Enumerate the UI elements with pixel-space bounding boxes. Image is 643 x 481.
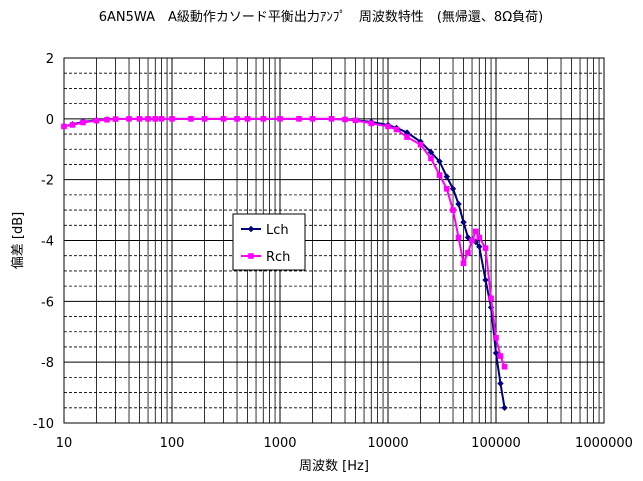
data-point-rch bbox=[244, 116, 251, 122]
data-point-rch bbox=[460, 260, 467, 267]
data-point-lch bbox=[427, 149, 435, 156]
data-point-rch bbox=[328, 116, 335, 122]
data-point-lch bbox=[497, 380, 504, 387]
data-point-rch bbox=[393, 126, 400, 133]
data-point-rch bbox=[368, 120, 375, 127]
data-point-lch bbox=[460, 219, 467, 226]
data-point-rch bbox=[455, 234, 462, 241]
x-tick-label: 1000 bbox=[263, 436, 296, 451]
data-point-rch bbox=[169, 116, 175, 122]
x-axis-ticks: 10 100 1000 10000 100000 1000000 bbox=[56, 436, 633, 451]
y-tick-label: 0 bbox=[46, 113, 54, 128]
data-point-lch bbox=[501, 404, 508, 411]
legend-label-lch: Lch bbox=[266, 223, 289, 238]
data-point-rch bbox=[126, 116, 132, 122]
data-point-rch bbox=[188, 116, 194, 122]
data-point-rch bbox=[220, 116, 227, 122]
data-point-lch bbox=[443, 173, 450, 180]
data-point-rch bbox=[309, 116, 316, 122]
data-point-lch bbox=[449, 185, 457, 192]
data-point-rch bbox=[342, 116, 348, 123]
legend-items: Lch Rch bbox=[241, 223, 290, 265]
y-axis-ticks: -10 -8 -6 -4 -2 0 2 bbox=[33, 52, 54, 432]
data-point-rch bbox=[234, 116, 240, 122]
data-point-rch bbox=[296, 116, 302, 122]
data-point-rch bbox=[352, 117, 359, 124]
x-tick-label: 100 bbox=[160, 436, 185, 451]
chart-title: 6AN5WA A級動作カソード平衡出力ｱﾝﾌﾟ 周波数特性 (無帰還、8Ω負荷) bbox=[99, 9, 543, 25]
data-point-rch bbox=[260, 116, 267, 122]
data-point-rch bbox=[465, 249, 471, 256]
y-tick-label: -6 bbox=[41, 295, 54, 310]
data-point-rch bbox=[93, 117, 100, 124]
series-group bbox=[60, 115, 508, 411]
data-point-lch bbox=[436, 158, 443, 165]
data-point-rch bbox=[404, 134, 410, 140]
series-rch bbox=[61, 116, 508, 370]
data-point-rch bbox=[482, 245, 489, 251]
data-point-rch bbox=[145, 116, 151, 122]
data-point-rch bbox=[385, 123, 391, 130]
plot-area-frame bbox=[63, 57, 605, 424]
data-point-rch bbox=[476, 234, 483, 241]
data-point-rch bbox=[428, 155, 434, 162]
y-tick-label: -2 bbox=[41, 174, 54, 189]
data-point-lch bbox=[403, 129, 411, 136]
y-axis-label: 偏差 [dB] bbox=[11, 212, 26, 269]
data-point-rch bbox=[488, 295, 494, 302]
data-point-rch bbox=[201, 116, 208, 122]
data-point-rch bbox=[104, 116, 110, 123]
data-point-rch bbox=[417, 141, 424, 148]
grid bbox=[63, 57, 604, 424]
legend-marker-lch bbox=[247, 225, 255, 233]
legend: Lch Rch bbox=[232, 213, 306, 271]
x-tick-label: 1000000 bbox=[575, 436, 633, 451]
data-point-rch bbox=[472, 228, 479, 235]
y-tick-label: 2 bbox=[46, 52, 54, 67]
y-tick-label: -8 bbox=[41, 356, 54, 371]
legend-label-rch: Rch bbox=[266, 250, 290, 265]
data-point-rch bbox=[152, 116, 159, 122]
data-point-rch bbox=[436, 172, 443, 178]
data-point-rch bbox=[277, 116, 283, 122]
legend-box bbox=[232, 213, 306, 271]
y-tick-label: -4 bbox=[41, 235, 54, 250]
data-point-lch bbox=[482, 276, 489, 284]
data-point-rch bbox=[493, 335, 499, 341]
data-point-rch bbox=[80, 119, 86, 126]
data-point-rch bbox=[158, 116, 165, 122]
x-tick-label: 100000 bbox=[471, 436, 521, 451]
data-point-lch bbox=[492, 349, 500, 357]
data-point-lch bbox=[455, 200, 462, 208]
x-axis-label: 周波数 [Hz] bbox=[299, 459, 369, 474]
legend-marker-rch bbox=[248, 253, 254, 259]
x-tick-label: 10000 bbox=[367, 436, 408, 451]
data-point-rch bbox=[136, 116, 143, 122]
data-point-rch bbox=[501, 363, 508, 370]
data-point-rch bbox=[69, 122, 76, 128]
x-tick-label: 10 bbox=[56, 436, 73, 451]
data-point-rch bbox=[112, 116, 119, 122]
y-tick-label: -10 bbox=[33, 417, 54, 432]
data-point-rch bbox=[61, 123, 67, 130]
data-point-lch bbox=[476, 243, 483, 250]
data-point-rch bbox=[497, 353, 504, 359]
data-point-rch bbox=[450, 207, 456, 213]
data-point-rch bbox=[443, 185, 450, 192]
data-point-rch bbox=[469, 237, 475, 244]
